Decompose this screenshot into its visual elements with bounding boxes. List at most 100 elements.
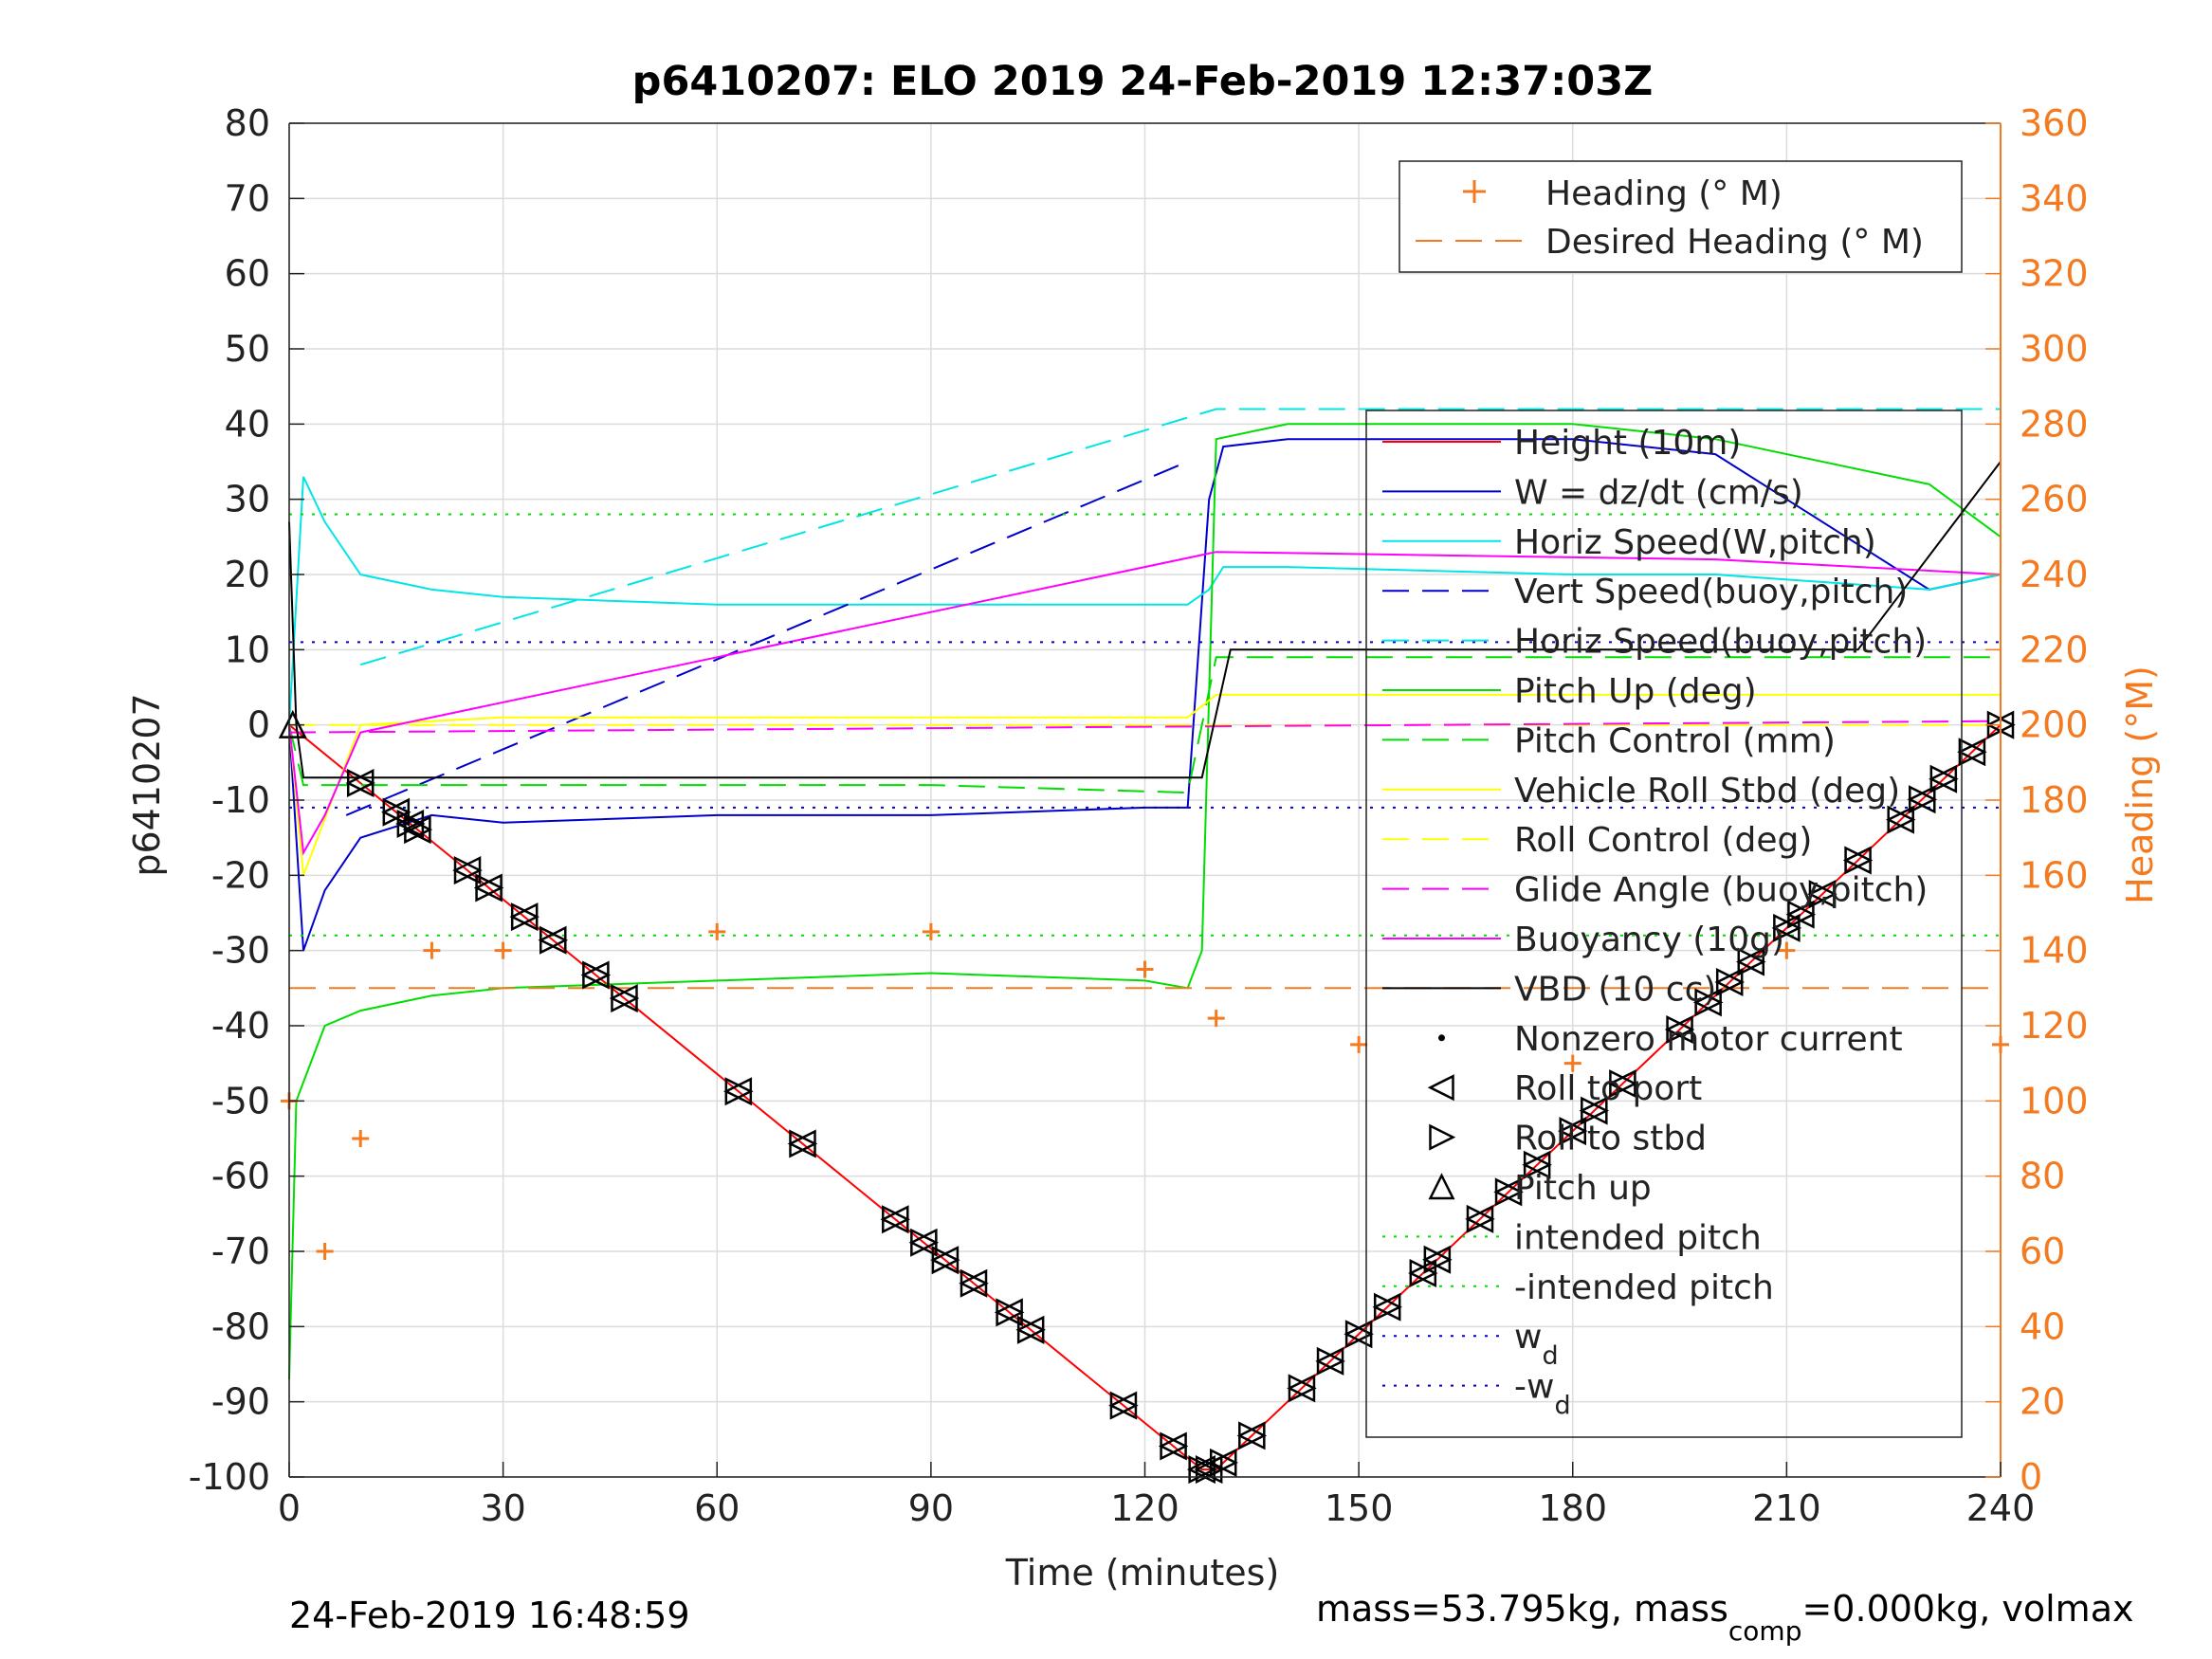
y-axis-label-right: Heading (°M) bbox=[2119, 665, 2161, 904]
y-right-tick-label: 340 bbox=[2020, 177, 2089, 219]
footer-mass: mass=53.795kg, masscomp=0.000kg, volmax bbox=[1316, 1588, 2133, 1647]
roll-stbd-marker bbox=[724, 1077, 754, 1106]
x-tick-label: 180 bbox=[1538, 1487, 1607, 1529]
roll-stbd-marker bbox=[1887, 805, 1916, 834]
roll-stbd-marker bbox=[611, 984, 640, 1013]
y-tick-label: -90 bbox=[211, 1381, 270, 1423]
y-tick-label: 10 bbox=[225, 629, 270, 670]
roll-stbd-marker bbox=[996, 1298, 1025, 1327]
legend-symbol bbox=[1429, 1123, 1456, 1151]
legend-subscript: d bbox=[1554, 1392, 1570, 1421]
heading-point bbox=[494, 941, 512, 959]
heading-point bbox=[1350, 1035, 1368, 1053]
roll-stbd-marker bbox=[1773, 913, 1802, 942]
legend-entry: Pitch Control (mm) bbox=[1514, 721, 1836, 760]
legend-entry: VBD (10 cc) bbox=[1514, 970, 1716, 1009]
legend-top-entry: Desired Heading (° M) bbox=[1545, 223, 1924, 262]
y-right-tick-label: 160 bbox=[2020, 854, 2089, 896]
roll-stbd-marker bbox=[1666, 1014, 1695, 1044]
y-tick-label: -60 bbox=[211, 1156, 270, 1197]
roll-stbd-marker bbox=[1195, 1455, 1224, 1485]
legend-entry: Roll to stbd bbox=[1514, 1120, 1707, 1158]
legend-entry: Horiz Speed(buoy,pitch) bbox=[1514, 623, 1927, 662]
roll-stbd-marker bbox=[1494, 1177, 1524, 1207]
y-tick-label: -70 bbox=[211, 1231, 270, 1272]
roll-stbd-marker bbox=[510, 902, 539, 932]
roll-stbd-marker bbox=[1737, 947, 1766, 976]
roll-stbd-marker bbox=[1160, 1431, 1189, 1461]
roll-stbd-marker bbox=[1238, 1421, 1268, 1450]
legend-entry: Roll to port bbox=[1514, 1069, 1702, 1108]
roll-stbd-marker bbox=[1409, 1258, 1438, 1288]
legend-entry: -intended pitch bbox=[1514, 1268, 1774, 1307]
legend-symbol bbox=[1438, 1034, 1445, 1042]
roll-stbd-marker bbox=[1929, 764, 1959, 793]
legends: Heading (° M) Desired Heading (° M) Height… bbox=[1365, 160, 1963, 1438]
roll-stbd-marker bbox=[1016, 1315, 1046, 1344]
y-tick-label: 70 bbox=[225, 177, 270, 219]
y-tick-label: 60 bbox=[225, 253, 270, 295]
roll-stbd-marker bbox=[1373, 1292, 1403, 1322]
roll-stbd-marker bbox=[1188, 1455, 1217, 1485]
x-tick-label: 150 bbox=[1325, 1487, 1394, 1529]
y-tick-label: 40 bbox=[225, 403, 270, 445]
legend-heading-symbol bbox=[1463, 180, 1486, 203]
y-tick-label: 30 bbox=[225, 479, 270, 520]
x-tick-label: 240 bbox=[1966, 1487, 2036, 1529]
heading-point bbox=[1778, 941, 1796, 959]
roll-stbd-marker bbox=[1581, 1096, 1610, 1125]
roll-stbd-marker bbox=[1787, 900, 1817, 929]
y-right-tick-label: 180 bbox=[2020, 779, 2089, 821]
y-tick-label: 20 bbox=[225, 554, 270, 595]
chart-title: p6410207: ELO 2019 24-Feb-2019 12:37:03Z bbox=[632, 58, 1654, 105]
roll-stbd-marker bbox=[1715, 967, 1746, 997]
legend-entry: Vehicle Roll Stbd (deg) bbox=[1514, 772, 1900, 811]
y-tick-label: -10 bbox=[211, 779, 270, 821]
legend-entry: intended pitch bbox=[1514, 1218, 1762, 1257]
y-right-tick-label: 260 bbox=[2020, 479, 2089, 520]
y-tick-label: -100 bbox=[189, 1456, 270, 1498]
y-tick-label: -30 bbox=[211, 930, 270, 972]
series-line-5 bbox=[288, 423, 2002, 1379]
roll-stbd-marker bbox=[404, 815, 433, 845]
heading-point bbox=[1207, 1010, 1225, 1028]
legend-symbol bbox=[1427, 1074, 1454, 1102]
heading-point bbox=[922, 922, 940, 940]
y-axis-label: p6410207 bbox=[126, 693, 168, 876]
legend-top-entry: Heading (° M) bbox=[1545, 174, 1782, 213]
series-line-3 bbox=[345, 461, 1188, 816]
y-right-tick-label: 300 bbox=[2020, 328, 2089, 370]
x-tick-label: 90 bbox=[908, 1487, 954, 1529]
y-right-tick-label: 60 bbox=[2020, 1231, 2065, 1272]
footer-mass-sub: comp bbox=[1728, 1615, 1802, 1647]
roll-stbd-marker bbox=[396, 809, 426, 839]
y-right-tick-label: 200 bbox=[2020, 704, 2089, 746]
roll-stbd-marker bbox=[1109, 1391, 1139, 1420]
legend-entry: Nonzero motor current bbox=[1514, 1020, 1903, 1059]
roll-stbd-marker bbox=[1559, 1117, 1588, 1146]
heading-point bbox=[316, 1243, 334, 1260]
series-line-4 bbox=[359, 408, 2001, 666]
y-right-tick-label: 20 bbox=[2020, 1381, 2065, 1423]
y-right-tick-label: 240 bbox=[2020, 554, 2089, 595]
heading-point bbox=[708, 922, 726, 940]
roll-stbd-marker bbox=[582, 960, 612, 990]
legend-top-box bbox=[1398, 160, 1963, 273]
roll-stbd-marker bbox=[931, 1246, 960, 1275]
legend-entry: Roll Control (deg) bbox=[1514, 821, 1812, 860]
series-line-10 bbox=[288, 551, 2002, 856]
y-right-tick-label: 100 bbox=[2020, 1080, 2089, 1121]
y-tick-label: -50 bbox=[211, 1080, 270, 1121]
y-tick-label: 0 bbox=[247, 704, 270, 746]
x-tick-label: 60 bbox=[694, 1487, 740, 1529]
legend-entry: Height (10m) bbox=[1514, 424, 1741, 463]
roll-stbd-marker bbox=[382, 797, 411, 827]
roll-stbd-marker bbox=[1344, 1320, 1374, 1349]
legend-entry: Pitch Up (deg) bbox=[1514, 672, 1757, 711]
heading-point bbox=[423, 941, 441, 959]
roll-stbd-marker bbox=[1423, 1245, 1453, 1274]
roll-stbd-marker bbox=[882, 1205, 911, 1234]
roll-stbd-marker bbox=[1694, 988, 1724, 1017]
series-line-0 bbox=[288, 723, 2002, 1471]
